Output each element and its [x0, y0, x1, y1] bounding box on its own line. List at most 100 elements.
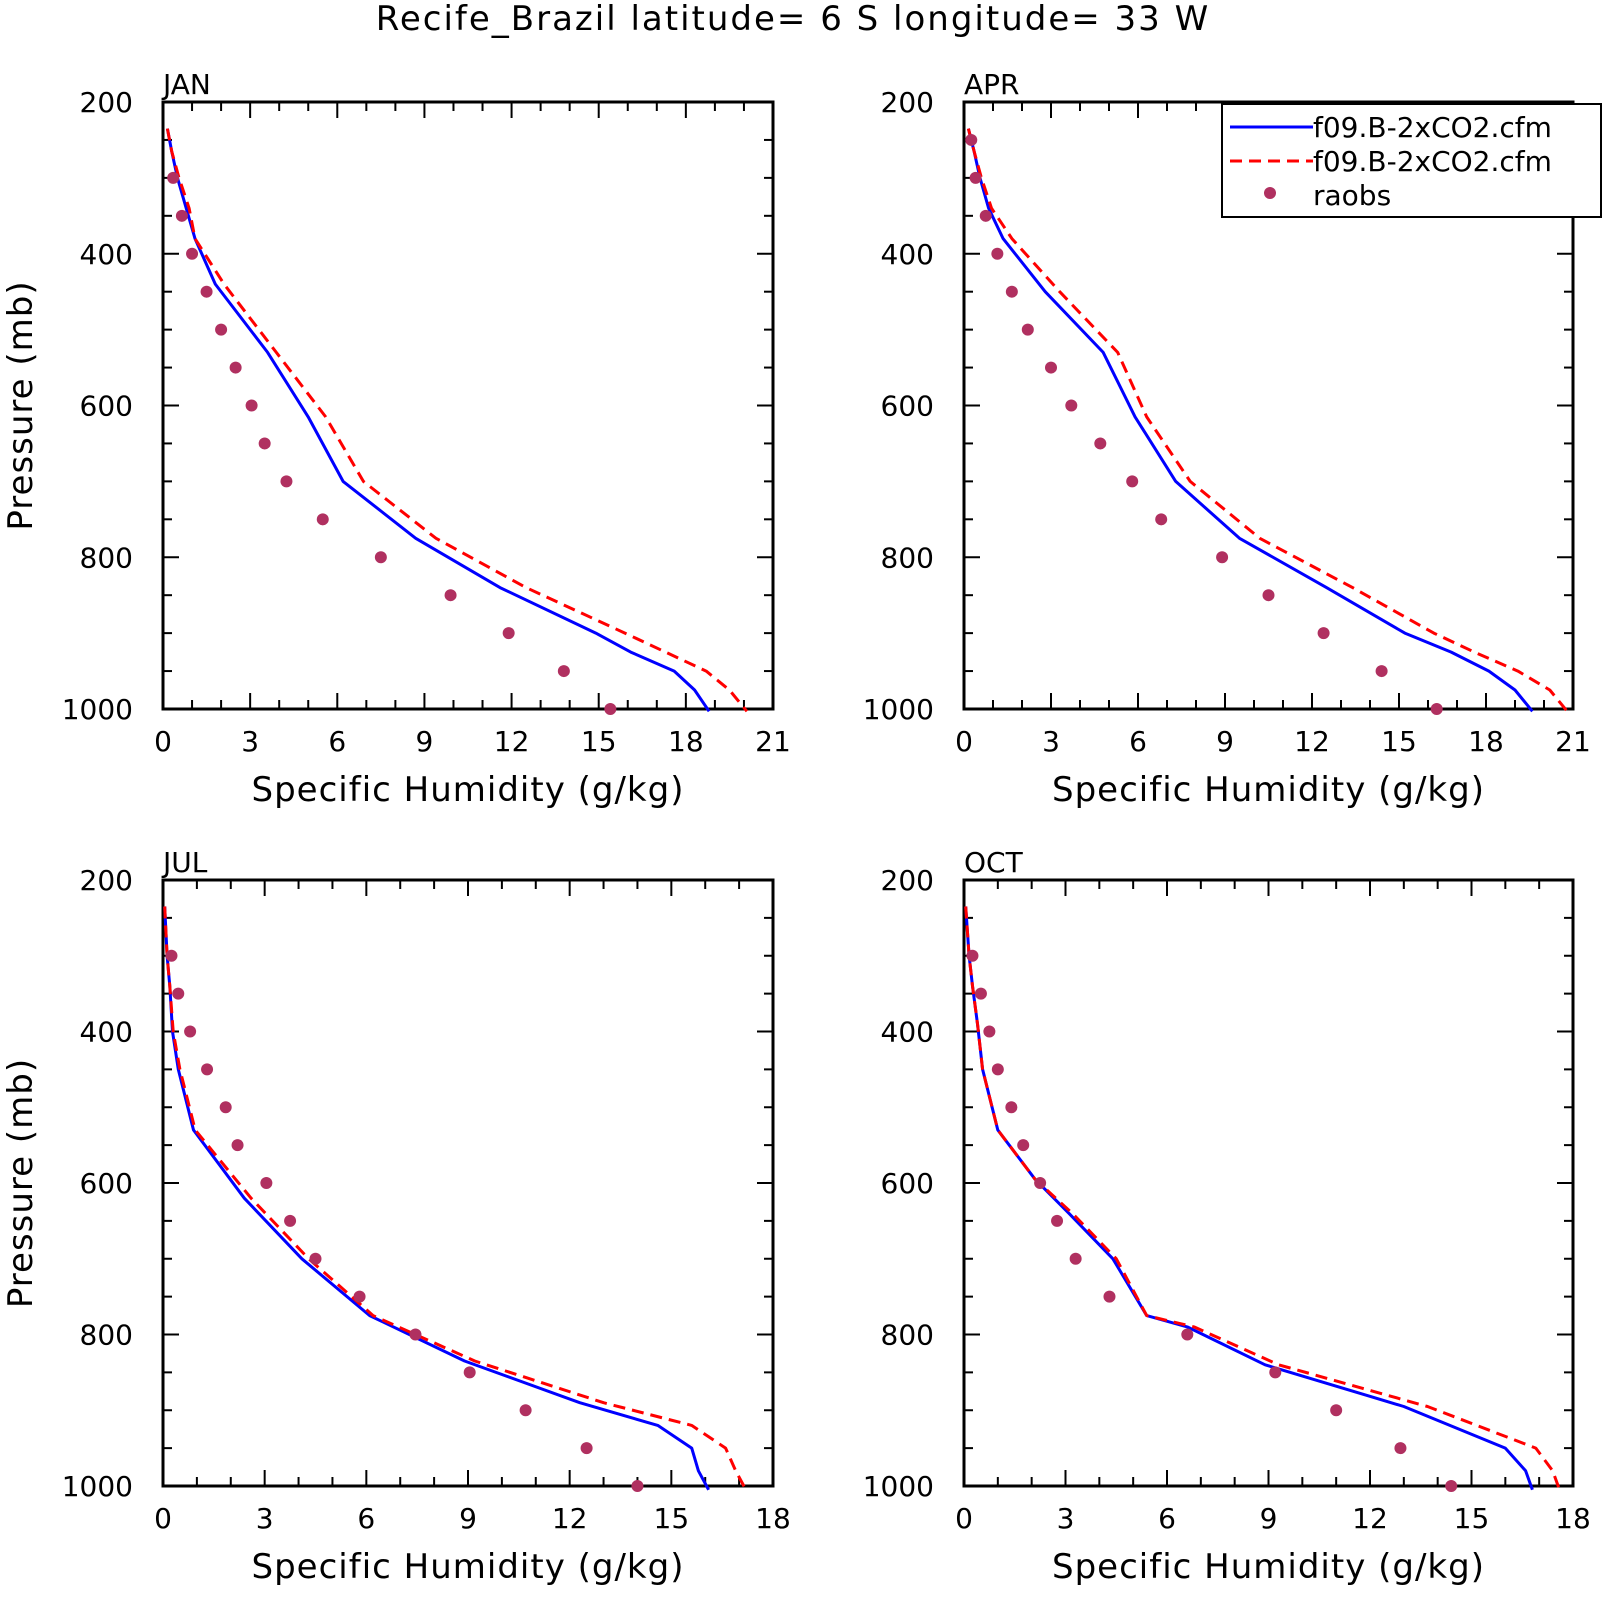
raobs-point [1065, 399, 1078, 412]
x-tick-label: 12 [552, 1502, 588, 1535]
x-tick-label: 6 [1129, 725, 1147, 758]
x-tick-label: 12 [494, 725, 530, 758]
raobs-point [201, 1063, 214, 1076]
x-tick-label: 9 [459, 1502, 477, 1535]
raobs-point [444, 589, 457, 602]
series-line-dashed [966, 128, 1569, 713]
raobs-point [991, 247, 1004, 260]
raobs-point [1103, 1290, 1116, 1303]
series-line-dashed [163, 906, 748, 1491]
x-tick-label: 6 [328, 725, 346, 758]
raobs-point [463, 1366, 476, 1379]
series-line-solid [165, 128, 711, 713]
series-line-dashed [165, 128, 749, 713]
raobs-point [260, 1177, 273, 1189]
raobs-point [1155, 513, 1168, 526]
raobs-point [245, 399, 258, 412]
raobs-point [557, 665, 570, 678]
raobs-point [353, 1290, 366, 1303]
x-tick-label: 21 [755, 725, 791, 758]
panel-jul: JUL 0 3 6 9 12 15 18 200 400 600 800 1000 Specific Hu… [1, 846, 791, 1587]
y-tick-label: 800 [80, 541, 133, 574]
raobs-point [974, 987, 987, 1000]
raobs-point [1445, 1480, 1458, 1492]
x-axis-label: Specific Humidity (g/kg) [1052, 1547, 1485, 1587]
raobs-point [186, 247, 199, 260]
raobs-point [175, 209, 188, 222]
raobs-point [219, 1101, 232, 1114]
legend-entry-label: f09.B-2xCO2.cfm [1313, 145, 1552, 178]
raobs-point [966, 949, 979, 962]
legend-marker-raobs [1264, 187, 1276, 199]
series-line-solid [964, 906, 1534, 1491]
raobs-point [965, 133, 978, 146]
y-tick-label: 1000 [62, 1470, 133, 1503]
y-tick-label: 800 [881, 1319, 934, 1352]
y-tick-label: 400 [881, 1016, 934, 1049]
legend-entry-label: raobs [1313, 179, 1391, 212]
y-tick-label: 1000 [863, 693, 934, 726]
y-tick-label: 600 [881, 1167, 934, 1200]
x-tick-label: 0 [154, 1502, 172, 1535]
raobs-point [1394, 1442, 1407, 1455]
x-tick-label: 21 [1555, 725, 1591, 758]
raobs-point [309, 1252, 322, 1265]
raobs-point [1317, 627, 1330, 640]
x-tick-label: 6 [1158, 1502, 1176, 1535]
raobs-point [215, 323, 228, 336]
y-tick-label: 600 [80, 390, 133, 423]
raobs-point [1430, 703, 1443, 715]
raobs-point [502, 627, 515, 640]
x-tick-label: 12 [1294, 725, 1330, 758]
y-tick-label: 400 [80, 1016, 133, 1049]
panel-jan: JAN 0 3 6 9 12 15 18 21 200 400 600 800 1000 Specific … [1, 68, 791, 810]
raobs-point [231, 1139, 244, 1152]
series-line-dashed [964, 906, 1561, 1491]
x-tick-label: 15 [654, 1502, 690, 1535]
y-tick-label: 600 [881, 390, 934, 423]
x-tick-label: 3 [1042, 725, 1060, 758]
panel-label: OCT [964, 846, 1024, 879]
y-tick-label: 1000 [62, 693, 133, 726]
y-tick-label: 600 [80, 1167, 133, 1200]
x-tick-label: 9 [416, 725, 434, 758]
x-tick-label: 12 [1352, 1502, 1388, 1535]
raobs-point [1017, 1139, 1030, 1152]
y-tick-label: 200 [881, 864, 934, 897]
x-axis-label: Specific Humidity (g/kg) [1052, 770, 1485, 810]
legend-entry-label: f09.B-2xCO2.cfm [1313, 111, 1552, 144]
raobs-point [1375, 665, 1388, 678]
x-tick-label: 15 [1454, 1502, 1490, 1535]
x-tick-label: 6 [357, 1502, 375, 1535]
raobs-point [1021, 323, 1034, 336]
raobs-point [167, 171, 180, 184]
raobs-point [604, 703, 617, 715]
y-axis-label: Pressure (mb) [1, 280, 41, 530]
y-tick-label: 200 [80, 86, 133, 119]
raobs-point [374, 551, 387, 564]
raobs-point [184, 1025, 197, 1038]
raobs-point [172, 987, 185, 1000]
x-axis-label: Specific Humidity (g/kg) [252, 1547, 685, 1587]
panel-label: JUL [161, 846, 208, 879]
y-tick-label: 800 [80, 1319, 133, 1352]
raobs-point [969, 171, 982, 184]
x-tick-label: 0 [955, 725, 973, 758]
y-tick-label: 1000 [863, 1470, 934, 1503]
raobs-point [979, 209, 992, 222]
raobs-point [200, 285, 213, 298]
raobs-point [1005, 285, 1018, 298]
y-axis-label: Pressure (mb) [1, 1058, 41, 1308]
y-tick-label: 400 [881, 238, 934, 271]
raobs-point [258, 437, 271, 450]
legend-box [1221, 103, 1602, 218]
raobs-point [519, 1404, 532, 1417]
x-tick-label: 3 [241, 725, 259, 758]
raobs-point [280, 475, 293, 488]
series-line-solid [163, 906, 710, 1491]
series-line-solid [966, 128, 1534, 713]
x-tick-label: 3 [256, 1502, 274, 1535]
plot-frame [962, 878, 1575, 1488]
